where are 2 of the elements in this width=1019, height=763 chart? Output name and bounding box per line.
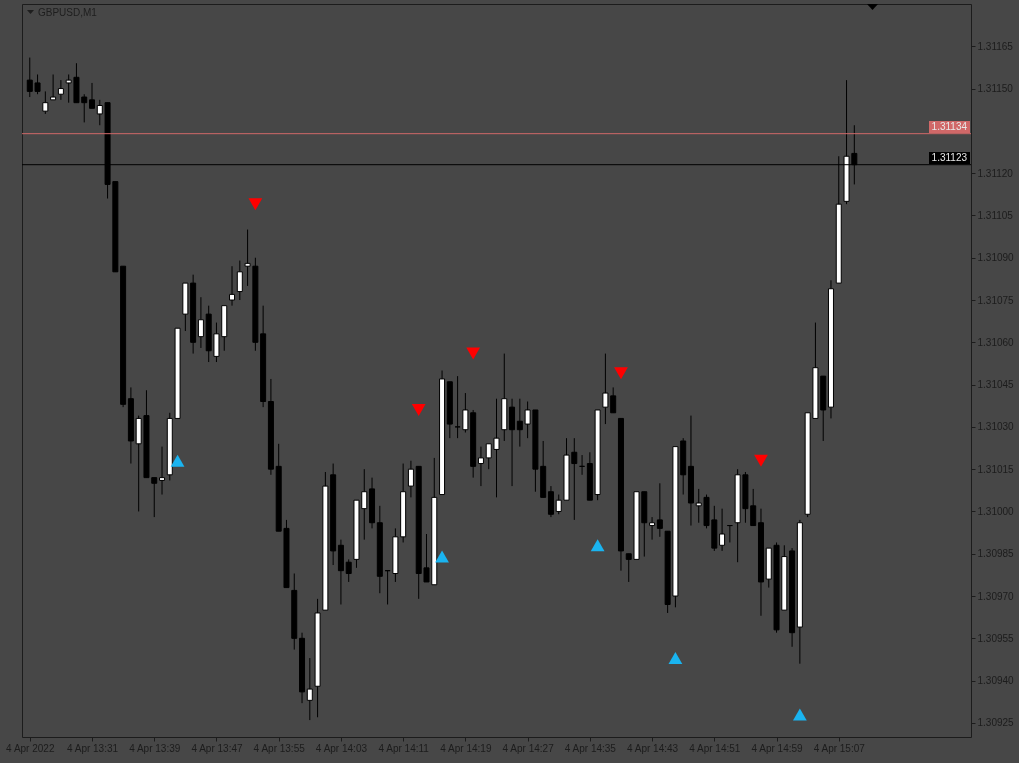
ref-line-label: 1.31134 [928, 120, 970, 133]
ref-line-label: 1.31123 [928, 151, 970, 164]
